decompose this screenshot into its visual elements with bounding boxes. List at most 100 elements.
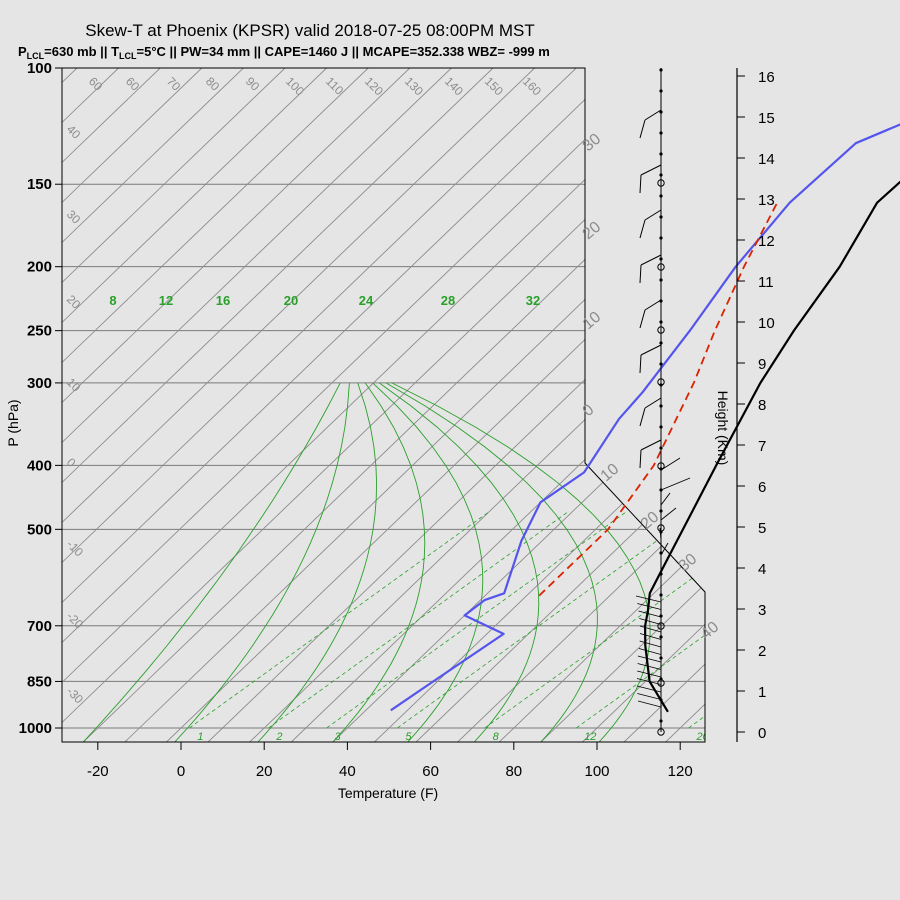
isotherm-label-top: 100	[283, 74, 307, 98]
moist-adiabat-line	[332, 382, 426, 742]
wind-level-dot	[659, 425, 663, 429]
height-tick-label: 11	[758, 274, 774, 291]
moist-adiabat-label: 20	[284, 293, 298, 308]
calm-circle	[657, 679, 665, 687]
mixing-ratio-line	[189, 511, 490, 729]
isotherm-line	[62, 68, 702, 742]
isotherm-line	[707, 68, 900, 742]
wind-barb	[660, 507, 677, 521]
x-tick-label: 40	[339, 763, 356, 780]
isotherm-line	[457, 68, 705, 742]
wind-barb	[639, 633, 662, 640]
wind-level-dot	[659, 404, 663, 408]
isotherm-label-right: 20	[580, 219, 605, 244]
moist-adiabat-line	[372, 382, 484, 742]
height-tick-label: 1	[758, 684, 766, 701]
wind-level-dot	[659, 194, 663, 198]
height-tick-label: 5	[758, 520, 766, 537]
moist-adiabat-label: 8	[109, 293, 116, 308]
x-tick-label: -20	[87, 763, 109, 780]
wind-barb	[635, 595, 662, 603]
isotherm-line	[540, 68, 705, 742]
moist-adiabat-line	[379, 382, 540, 742]
isotherm-line	[374, 68, 705, 742]
calm-circle	[657, 378, 665, 386]
wind-barb-feather	[639, 407, 646, 427]
wind-level-dot	[659, 719, 663, 723]
wind-level-dot	[659, 614, 663, 618]
isotherm-line	[124, 68, 705, 742]
isotherm-line	[749, 68, 900, 742]
wind-level-dot	[659, 68, 663, 72]
wind-barb	[640, 439, 662, 451]
wind-barb-feather	[639, 264, 642, 284]
isotherm-label-top: 140	[442, 74, 466, 98]
wind-level-dot	[659, 341, 663, 345]
moist-adiabat-line	[257, 382, 378, 742]
wind-barb	[640, 164, 662, 176]
p-tick-label: 150	[27, 176, 52, 193]
mixing-ratio-label: 5	[405, 731, 412, 743]
height-tick-label: 0	[758, 725, 766, 742]
height-tick-label: 15	[758, 110, 775, 127]
p-tick-label: 100	[27, 60, 52, 77]
moist-adiabat-label: 32	[526, 293, 540, 308]
isobar-lines	[62, 68, 705, 729]
moist-adiabat-line	[82, 382, 341, 742]
isotherm-label-top: 70	[164, 74, 184, 94]
calm-circle	[657, 524, 665, 532]
isotherm-lines	[62, 68, 900, 742]
wind-barb	[640, 254, 662, 266]
isotherm-label-right: 40	[698, 619, 723, 644]
isotherm-line	[62, 68, 161, 742]
chart-subtitle: PLCL=630 mb || TLCL=5°C || PW=34 mm || C…	[18, 44, 550, 61]
wind-barb	[637, 700, 662, 708]
height-tick-label: 10	[758, 315, 775, 332]
wind-barb-feather	[639, 119, 646, 139]
isotherm-label-top: 130	[402, 74, 426, 98]
isotherm-line	[62, 68, 369, 742]
x-tick-label: 120	[668, 763, 693, 780]
isotherm-line	[62, 68, 286, 742]
wind-level-dot	[659, 509, 663, 513]
p-tick-label: 1000	[19, 720, 52, 737]
height-tick-label: 16	[758, 69, 775, 86]
calm-circle	[657, 462, 665, 470]
isotherm-label-top: 110	[323, 74, 347, 98]
wind-level-dot	[659, 173, 663, 177]
isotherm-label-left: -10	[64, 537, 86, 559]
wind-barb	[638, 648, 662, 655]
isotherm-line	[207, 68, 705, 742]
p-tick-label: 200	[27, 259, 52, 276]
isotherm-label-left: -20	[64, 609, 86, 631]
x-tick-label: 60	[422, 763, 439, 780]
mixing-ratio-line	[397, 511, 698, 729]
isotherm-line	[82, 68, 705, 742]
mixing-ratio-lines: 1 2 3 5 8 12 20	[189, 511, 705, 743]
p-tick-label: 400	[27, 457, 52, 474]
wind-level-dot	[659, 446, 663, 450]
isotherm-line	[62, 68, 327, 742]
p-tick-label: 300	[27, 375, 52, 392]
height-tick-label: 3	[758, 602, 766, 619]
isotherm-line	[62, 68, 660, 742]
isotherm-label-left: 0	[64, 455, 79, 470]
wind-barb	[637, 655, 662, 663]
x-axis-label: Temperature (F)	[338, 785, 438, 801]
mixing-ratio-label: 1	[197, 731, 203, 743]
plot-frame	[61, 67, 706, 743]
x-tick-label: 100	[584, 763, 609, 780]
isotherm-line	[62, 68, 452, 742]
plot-background-lines: 1 2 3 5 8 12 20 8 12 16 20 24 28 32	[62, 68, 900, 743]
mixing-ratio-line	[575, 511, 705, 729]
mixing-ratio-label: 8	[493, 731, 500, 743]
height-tick-label: 8	[758, 397, 766, 414]
wind-level-dot	[659, 257, 663, 261]
calm-circle	[657, 326, 665, 334]
moist-adiabat-label: 24	[359, 293, 374, 308]
x-tick-label: 80	[505, 763, 522, 780]
isotherm-line	[62, 68, 577, 742]
p-tick-label: 850	[27, 673, 52, 690]
isotherm-line	[62, 68, 535, 742]
